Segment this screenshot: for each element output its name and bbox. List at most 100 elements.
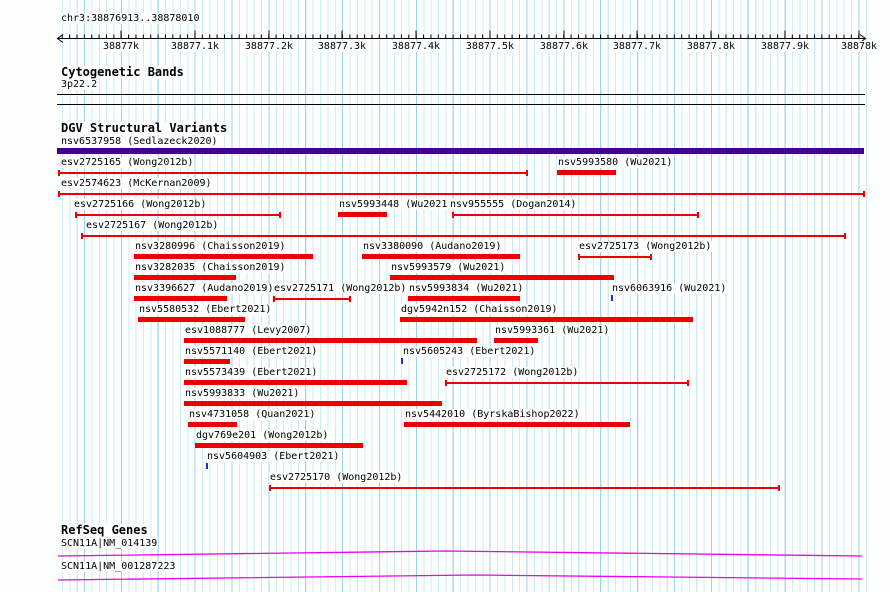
variant-label[interactable]: esv2574623 (McKernan2009) — [60, 178, 213, 189]
variant-point-marker[interactable] — [401, 358, 403, 364]
ruler-tick-label: 38877.8k — [685, 41, 737, 52]
variant-bar[interactable] — [184, 380, 407, 385]
variant-bar[interactable] — [494, 338, 538, 343]
variant-span-end-tick[interactable] — [273, 296, 275, 302]
variant-span-end-tick[interactable] — [650, 254, 652, 260]
variant-label[interactable]: nsv3282035 (Chaisson2019) — [134, 262, 287, 273]
variant-span-end-tick[interactable] — [526, 170, 528, 176]
variant-bar[interactable] — [134, 275, 236, 280]
variant-span-end-tick[interactable] — [58, 191, 60, 197]
variant-span-end-tick[interactable] — [75, 212, 77, 218]
variant-label[interactable]: nsv5993361 (Wu2021) — [494, 325, 611, 336]
variant-label[interactable]: dgv5942n152 (Chaisson2019) — [400, 304, 559, 315]
variant-bar[interactable] — [134, 254, 313, 259]
variant-label[interactable]: nsv4731058 (Quan2021) — [188, 409, 317, 420]
variant-label[interactable]: nsv6537958 (Sedlazeck2020) — [60, 136, 219, 147]
variant-span-line[interactable] — [578, 256, 652, 258]
variant-span-end-tick[interactable] — [778, 485, 780, 491]
variant-span-end-tick[interactable] — [687, 380, 689, 386]
variant-span-line[interactable] — [445, 382, 689, 384]
variant-label[interactable]: nsv955555 (Dogan2014) — [449, 199, 578, 210]
variant-point-marker[interactable] — [206, 463, 208, 469]
variant-bar[interactable] — [184, 401, 442, 406]
variant-span-end-tick[interactable] — [452, 212, 454, 218]
variant-label[interactable]: nsv5993833 (Wu2021) — [184, 388, 301, 399]
variant-span-end-tick[interactable] — [445, 380, 447, 386]
variant-bar[interactable] — [400, 317, 693, 322]
variant-bar[interactable] — [362, 254, 520, 259]
coordinate-ruler — [56, 30, 867, 43]
variant-span-end-tick[interactable] — [269, 485, 271, 491]
variant-label[interactable]: nsv5604903 (Ebert2021) — [206, 451, 341, 462]
variant-bar[interactable] — [557, 170, 616, 175]
variant-label[interactable]: esv2725173 (Wong2012b) — [578, 241, 713, 252]
cytogenetic-band-label[interactable]: 3p22.2 — [60, 79, 99, 90]
ruler-tick-label: 38877.3k — [316, 41, 368, 52]
variant-bar[interactable] — [408, 296, 520, 301]
variant-bar[interactable] — [57, 148, 864, 154]
ruler-tick-label: 38877k — [101, 41, 141, 52]
variant-span-end-tick[interactable] — [844, 233, 846, 239]
variant-bar[interactable] — [134, 296, 227, 301]
variant-span-end-tick[interactable] — [578, 254, 580, 260]
variant-label[interactable]: esv2725170 (Wong2012b) — [269, 472, 404, 483]
variant-bar[interactable] — [338, 212, 387, 217]
variant-span-end-tick[interactable] — [279, 212, 281, 218]
variant-label[interactable]: nsv5993448 (Wu2021) — [338, 199, 455, 210]
gene-label[interactable]: SCN11A|NM_001287223 — [60, 561, 177, 572]
variant-span-line[interactable] — [452, 214, 699, 216]
variant-label[interactable]: nsv5573439 (Ebert2021) — [184, 367, 319, 378]
variant-bar[interactable] — [188, 422, 237, 427]
gene-model-line[interactable] — [57, 550, 863, 557]
ruler-tick-label: 38877.1k — [169, 41, 221, 52]
gene-model-line[interactable] — [57, 574, 863, 581]
variant-bar[interactable] — [138, 317, 245, 322]
variant-point-marker[interactable] — [611, 295, 613, 301]
ruler-tick-label: 38877.6k — [538, 41, 590, 52]
position-label: chr3:38876913..38878010 — [60, 13, 201, 24]
variant-span-line[interactable] — [58, 172, 528, 174]
variant-span-line[interactable] — [81, 235, 846, 237]
variant-bar[interactable] — [184, 338, 477, 343]
variant-label[interactable]: nsv5442010 (ByrskaBishop2022) — [404, 409, 581, 420]
variant-label[interactable]: nsv6063916 (Wu2021) — [611, 283, 728, 294]
variant-label[interactable]: nsv3380090 (Audano2019) — [362, 241, 503, 252]
variant-label[interactable]: nsv5580532 (Ebert2021) — [138, 304, 273, 315]
variant-bar[interactable] — [404, 422, 630, 427]
ruler-tick-label: 38877.5k — [464, 41, 516, 52]
variant-label[interactable]: nsv3396627 (Audano2019) — [134, 283, 275, 294]
variant-span-end-tick[interactable] — [81, 233, 83, 239]
gene-label[interactable]: SCN11A|NM_014139 — [60, 538, 159, 549]
variant-span-line[interactable] — [273, 298, 351, 300]
ruler-tick-label: 38877.9k — [759, 41, 811, 52]
variant-label[interactable]: nsv5993834 (Wu2021) — [408, 283, 525, 294]
variant-label[interactable]: nsv5605243 (Ebert2021) — [402, 346, 537, 357]
variant-span-end-tick[interactable] — [349, 296, 351, 302]
variant-label[interactable]: esv1088777 (Levy2007) — [184, 325, 313, 336]
ruler-tick-label: 38877.7k — [611, 41, 663, 52]
track-title-dgv: DGV Structural Variants — [60, 121, 229, 135]
variant-span-line[interactable] — [269, 487, 780, 489]
variant-label[interactable]: nsv5571140 (Ebert2021) — [184, 346, 319, 357]
variant-span-end-tick[interactable] — [697, 212, 699, 218]
variant-bar[interactable] — [390, 275, 614, 280]
variant-span-end-tick[interactable] — [863, 191, 865, 197]
variant-label[interactable]: esv2725171 (Wong2012b) — [273, 283, 408, 294]
variant-bar[interactable] — [184, 359, 230, 364]
variant-label[interactable]: nsv5993579 (Wu2021) — [390, 262, 507, 273]
variant-span-line[interactable] — [58, 193, 865, 195]
variant-span-end-tick[interactable] — [58, 170, 60, 176]
cytogenetic-band-bar[interactable] — [57, 94, 865, 95]
variant-label[interactable]: nsv5993580 (Wu2021) — [557, 157, 674, 168]
variant-bar[interactable] — [195, 443, 363, 448]
variant-label[interactable]: dgv769e201 (Wong2012b) — [195, 430, 330, 441]
track-title-cytogenetic: Cytogenetic Bands — [60, 65, 185, 79]
variant-label[interactable]: esv2725166 (Wong2012b) — [73, 199, 208, 210]
variant-label[interactable]: nsv3280996 (Chaisson2019) — [134, 241, 287, 252]
track-separator-line — [57, 104, 865, 105]
variant-label[interactable]: esv2725167 (Wong2012b) — [85, 220, 220, 231]
variant-label[interactable]: esv2725172 (Wong2012b) — [445, 367, 580, 378]
variant-label[interactable]: esv2725165 (Wong2012b) — [60, 157, 195, 168]
variant-span-line[interactable] — [75, 214, 281, 216]
